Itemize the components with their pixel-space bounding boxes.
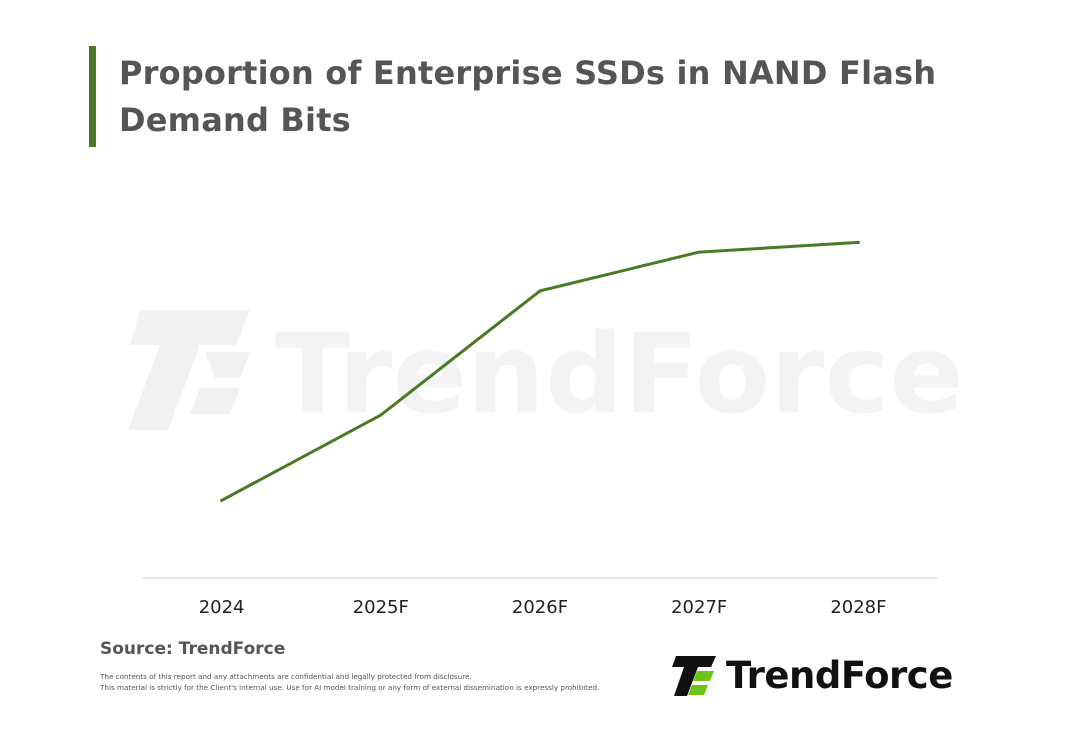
data-point <box>856 240 860 244</box>
x-tick-label: 2026F <box>512 597 568 618</box>
x-tick-label: 2025F <box>353 597 409 618</box>
x-tick-label: 2027F <box>671 597 727 618</box>
x-tick-label: 2024 <box>199 597 245 618</box>
data-point <box>538 289 542 293</box>
chart-title: Proportion of Enterprise SSDs in NAND Fl… <box>119 54 937 139</box>
data-point <box>379 413 383 417</box>
disclaimer: The contents of this report and any atta… <box>100 671 660 693</box>
logo-text: TrendForce <box>726 654 953 697</box>
disclaimer-line-1: The contents of this report and any atta… <box>100 672 472 681</box>
data-point <box>697 250 701 254</box>
watermark-text: TrendForce <box>275 310 964 438</box>
series-points <box>220 240 860 502</box>
x-tick-label: 2028F <box>830 597 886 618</box>
title-accent-bar <box>89 46 96 147</box>
source-note: Source: TrendForce <box>100 639 286 659</box>
trendforce-logo-icon <box>672 656 716 696</box>
x-tick-labels: 2024 2025F 2026F 2027F 2028F <box>199 597 887 618</box>
watermark-logo-icon <box>128 310 250 430</box>
watermark: TrendForce <box>128 310 964 438</box>
data-point <box>220 498 224 502</box>
disclaimer-line-2: This material is strictly for the Client… <box>100 683 600 692</box>
trendforce-logo: TrendForce <box>670 652 953 700</box>
